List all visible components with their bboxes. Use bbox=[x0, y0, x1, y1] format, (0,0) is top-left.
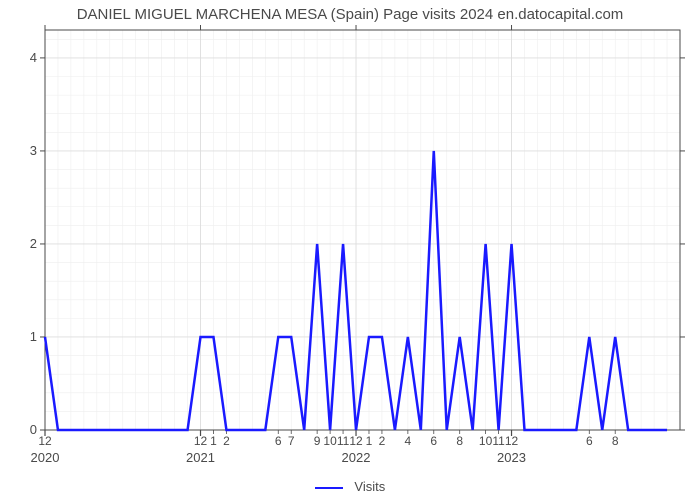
x-tick-label: 1 bbox=[366, 434, 373, 448]
x-tick-label: 10 bbox=[479, 434, 492, 448]
y-tick-label: 1 bbox=[17, 329, 37, 344]
x-tick-label: 11 bbox=[337, 434, 349, 448]
x-year-label: 2023 bbox=[497, 450, 526, 465]
y-tick-label: 4 bbox=[17, 50, 37, 65]
x-tick-label: 2 bbox=[379, 434, 386, 448]
y-tick-label: 3 bbox=[17, 143, 37, 158]
x-tick-label: 12 bbox=[194, 434, 207, 448]
x-tick-label: 10 bbox=[323, 434, 336, 448]
x-tick-label: 6 bbox=[430, 434, 437, 448]
x-tick-label: 12 bbox=[349, 434, 362, 448]
legend: Visits bbox=[0, 479, 700, 494]
legend-label: Visits bbox=[354, 479, 385, 494]
y-tick-label: 2 bbox=[17, 236, 37, 251]
x-tick-label: 6 bbox=[275, 434, 282, 448]
x-tick-label: 1 bbox=[210, 434, 217, 448]
x-tick-label: 8 bbox=[612, 434, 619, 448]
x-tick-label: 12 bbox=[505, 434, 518, 448]
x-year-label: 2022 bbox=[342, 450, 371, 465]
legend-swatch bbox=[315, 487, 343, 489]
x-tick-label: 7 bbox=[288, 434, 295, 448]
x-tick-label: 2 bbox=[223, 434, 230, 448]
x-tick-label: 11 bbox=[492, 434, 504, 448]
x-tick-label: 4 bbox=[405, 434, 412, 448]
y-tick-label: 0 bbox=[17, 422, 37, 437]
x-tick-label: 12 bbox=[38, 434, 51, 448]
x-year-label: 2020 bbox=[31, 450, 60, 465]
x-tick-label: 8 bbox=[456, 434, 463, 448]
x-tick-label: 6 bbox=[586, 434, 593, 448]
x-tick-label: 9 bbox=[314, 434, 321, 448]
x-year-label: 2021 bbox=[186, 450, 215, 465]
line-chart bbox=[0, 0, 700, 500]
